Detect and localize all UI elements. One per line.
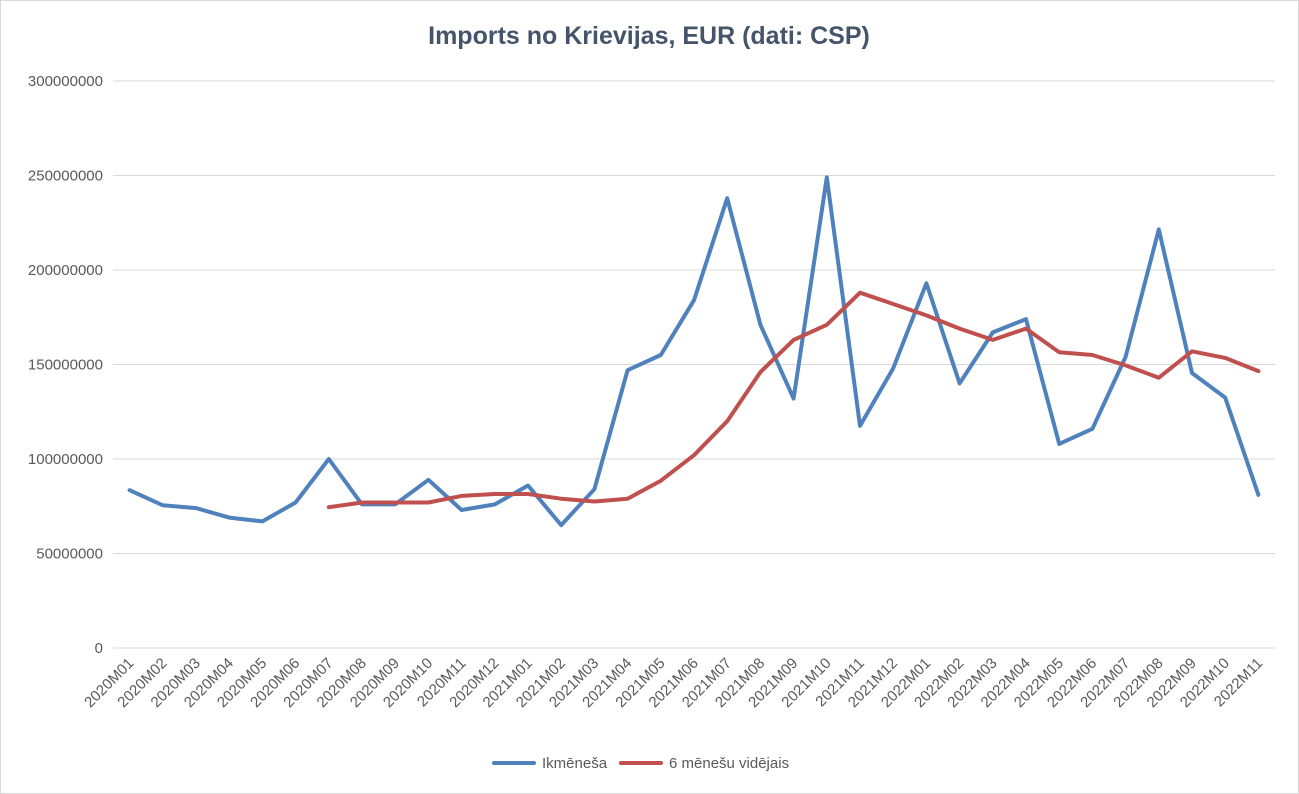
legend-label: 6 mēnešu vidējais <box>669 755 789 772</box>
y-axis-ticks: 0 50000000 100000000 150000000 200000000 2500… <box>28 73 103 657</box>
y-tick-label: 150000000 <box>28 357 103 374</box>
y-tick-label: 50000000 <box>36 546 103 563</box>
series-line-ikmenesa <box>127 175 1261 528</box>
y-tick-label: 300000000 <box>28 73 103 90</box>
y-tick-label: 200000000 <box>28 262 103 279</box>
chart-title: Imports no Krievijas, EUR (dati: CSP) <box>428 22 870 50</box>
series-line-6-menesu-videjais <box>326 290 1261 510</box>
legend-label: Ikmēneša <box>542 755 608 772</box>
series-lines <box>127 175 1261 528</box>
y-tick-label: 250000000 <box>28 168 103 185</box>
x-axis-ticks: 2020M012020M022020M032020M042020M052020M… <box>81 655 1266 711</box>
y-tick-label: 100000000 <box>28 451 103 468</box>
y-tick-label: 0 <box>95 640 103 657</box>
legend: Ikmēneša 6 mēnešu vidējais <box>492 755 789 772</box>
gridlines <box>113 80 1275 649</box>
